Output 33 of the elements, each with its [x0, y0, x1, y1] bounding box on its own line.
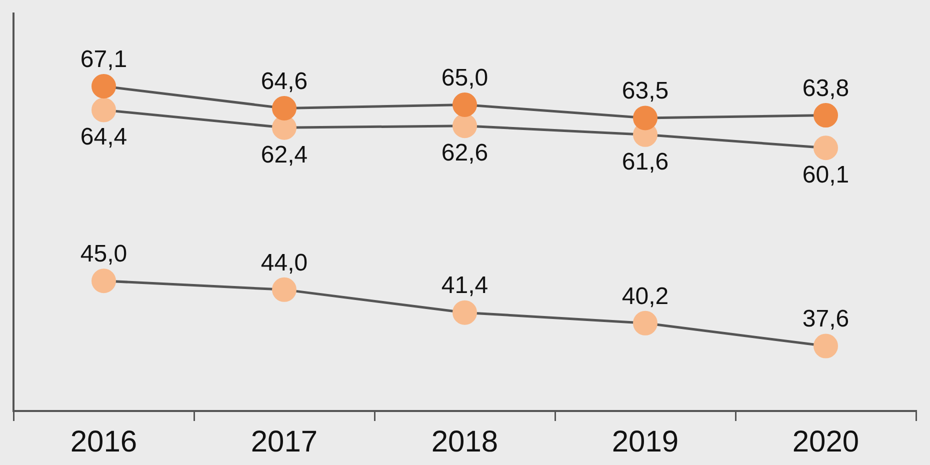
- point: [92, 98, 116, 122]
- point: [814, 103, 838, 128]
- point: [814, 136, 838, 160]
- x-tick-label: 2019: [612, 425, 679, 458]
- data-label: 41,4: [441, 272, 488, 300]
- data-label: 61,6: [622, 148, 669, 176]
- x-tick-label: 2020: [792, 425, 860, 458]
- point: [92, 74, 116, 98]
- data-label: 64,6: [260, 68, 308, 95]
- x-tick-label: 2016: [70, 425, 138, 458]
- data-label: 62,4: [260, 141, 308, 168]
- data-label: 60,1: [802, 162, 850, 189]
- data-label: 64,4: [80, 124, 128, 151]
- data-label: 62,6: [441, 140, 488, 166]
- data-label: 40,2: [622, 282, 669, 310]
- data-label: 67,1: [80, 46, 128, 73]
- x-tick-label: 2018: [431, 425, 498, 458]
- x-tick-label: 2017: [250, 425, 318, 458]
- point: [272, 277, 296, 302]
- point: [452, 114, 477, 138]
- point: [814, 334, 838, 358]
- point: [452, 92, 477, 117]
- data-label: 65,0: [441, 64, 488, 92]
- point: [272, 96, 296, 121]
- data-label: 63,8: [802, 74, 850, 102]
- data-label: 37,6: [802, 306, 850, 333]
- point: [633, 106, 658, 130]
- data-label: 45,0: [80, 240, 128, 268]
- point: [92, 268, 116, 294]
- point: [452, 300, 477, 325]
- point: [633, 310, 658, 336]
- data-label: 63,5: [622, 78, 669, 105]
- data-label: 44,0: [260, 249, 308, 276]
